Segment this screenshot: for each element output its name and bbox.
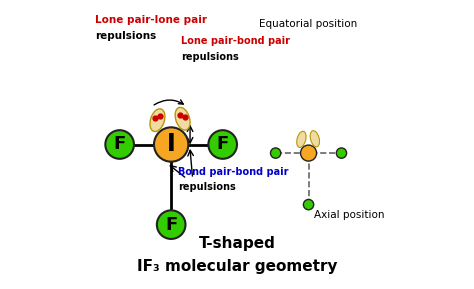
Text: Bond pair-bond pair: Bond pair-bond pair	[178, 167, 289, 177]
Text: F: F	[114, 136, 126, 153]
Circle shape	[105, 130, 134, 159]
Ellipse shape	[150, 109, 165, 131]
Text: Lone pair-bond pair: Lone pair-bond pair	[181, 36, 290, 47]
Text: repulsions: repulsions	[178, 182, 236, 192]
Ellipse shape	[297, 131, 306, 147]
Text: repulsions: repulsions	[95, 31, 156, 41]
Circle shape	[209, 130, 237, 159]
Text: T-shaped: T-shaped	[199, 236, 275, 251]
Circle shape	[157, 210, 185, 239]
Circle shape	[303, 199, 314, 210]
Circle shape	[154, 127, 188, 162]
Text: I: I	[167, 132, 175, 157]
Circle shape	[301, 145, 317, 161]
Circle shape	[271, 148, 281, 158]
Text: Axial position: Axial position	[314, 210, 385, 221]
FancyArrowPatch shape	[154, 100, 183, 105]
Text: F: F	[165, 216, 177, 234]
Text: F: F	[217, 136, 229, 153]
Text: Lone pair-lone pair: Lone pair-lone pair	[95, 15, 207, 25]
Text: IF₃ molecular geometry: IF₃ molecular geometry	[137, 259, 337, 274]
Text: Equatorial position: Equatorial position	[259, 19, 358, 29]
Ellipse shape	[310, 131, 319, 147]
Circle shape	[337, 148, 346, 158]
Text: repulsions: repulsions	[181, 52, 239, 62]
Ellipse shape	[175, 108, 190, 130]
